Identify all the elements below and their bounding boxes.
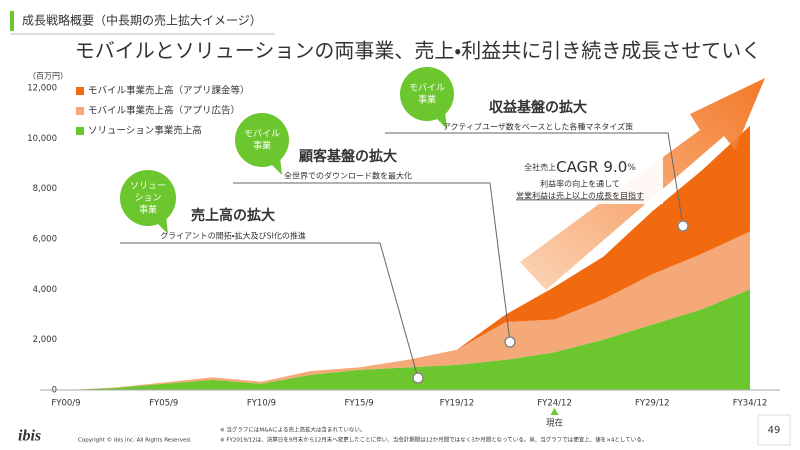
cagr-unit: % [627, 163, 636, 173]
overlay: ソリューション事業 売上高の拡大クライアントの開拓・拡大及びSI化の推進モバイル事… [120, 67, 765, 429]
bubble [400, 67, 454, 121]
current-label: 現在 [546, 418, 563, 429]
x-tick-label: FY15/9 [345, 399, 374, 409]
legend-swatch [76, 107, 84, 115]
phase-heading: 収益基盤の拡大 [489, 99, 587, 116]
callout-point [412, 372, 424, 384]
logo: ibis [18, 428, 41, 445]
copyright: Copyright © ibis inc. All Rights Reserve… [78, 437, 192, 444]
legend-swatch [76, 87, 84, 95]
bubble-label: 事業 [253, 140, 271, 152]
legend-swatch [76, 127, 84, 135]
note: ※ FY2019/12は、決算日を9月末から12月末へ変更したことに伴い、当会計… [220, 436, 647, 444]
bubble-label: モバイル [409, 83, 445, 94]
note: ※ 当グラフにはM&Aによる売上高拡大は含まれていない。 [220, 426, 365, 434]
section-title: 成長戦略概要（中長期の売上拡大イメージ） [22, 13, 262, 28]
cagr-box [497, 152, 663, 204]
callout-line [120, 242, 419, 379]
y-tick-label: 12,000 [27, 84, 57, 94]
legend-label: モバイル事業売上高（アプリ課金等） [88, 85, 250, 97]
phase-text: アクティブユーザ数をベースとした各種マネタイズ策 [443, 122, 633, 132]
phase-text: 全世界でのダウンロード数を最大化 [284, 171, 412, 181]
phase-text: クライアントの開拓・拡大及びSI化の推進 [160, 231, 306, 241]
cagr-main: CAGR 9.0 [556, 158, 627, 176]
y-tick-label: 4,000 [33, 285, 57, 295]
cagr-prefix: 全社売上 [524, 162, 556, 172]
cagr-line: 利益率の向上を通して [540, 179, 620, 189]
x-tick-label: FY24/12 [537, 399, 572, 409]
slide-title: モバイルとソリューションの両事業、売上・利益共に引き続き成長させていく [75, 39, 761, 63]
bubble-label: ソリュー [130, 182, 166, 192]
x-tick-label: FY34/12 [733, 399, 768, 409]
callout-point [504, 336, 516, 348]
y-unit: （百万円） [28, 72, 68, 81]
x-tick-label: FY29/12 [635, 399, 670, 409]
y-tick-label: 2,000 [33, 335, 57, 345]
legend-label: ソリューション事業売上高 [88, 125, 202, 137]
bubble-label: モバイル [244, 129, 280, 140]
y-tick-label: 8,000 [33, 184, 57, 194]
chart: 02,0004,0006,0008,00010,00012,000FY00/9F… [27, 84, 780, 409]
y-tick-label: 6,000 [33, 235, 57, 245]
callout-line [233, 182, 511, 343]
cagr-title: 全社売上CAGR 9.0% [524, 158, 636, 176]
area [66, 125, 750, 390]
area [66, 231, 750, 390]
x-tick-label: FY05/9 [149, 399, 178, 409]
bubble-label: ション [134, 194, 161, 204]
bubble [235, 113, 289, 167]
x-tick-label: FY10/9 [247, 399, 276, 409]
y-tick-label: 10,000 [27, 134, 57, 144]
page-box [757, 414, 791, 446]
cagr-line: 営業利益は売上以上の成長を目指す [516, 191, 644, 201]
section-bar [10, 11, 14, 31]
phase-heading: 顧客基盤の拡大 [299, 148, 397, 165]
callout-point [677, 220, 689, 232]
bubble [120, 170, 176, 226]
x-tick-label: FY00/9 [51, 399, 80, 409]
phase-heading: 売上高の拡大 [191, 207, 275, 224]
callout-line [385, 132, 684, 227]
page-number: 49 [768, 425, 781, 436]
x-tick-label: FY19/12 [440, 399, 475, 409]
current-arrow [550, 408, 559, 415]
bubble-label: 事業 [139, 204, 157, 216]
area [66, 289, 750, 390]
bubble-label: 事業 [418, 94, 436, 106]
legend-label: モバイル事業売上高（アプリ広告） [88, 105, 240, 117]
